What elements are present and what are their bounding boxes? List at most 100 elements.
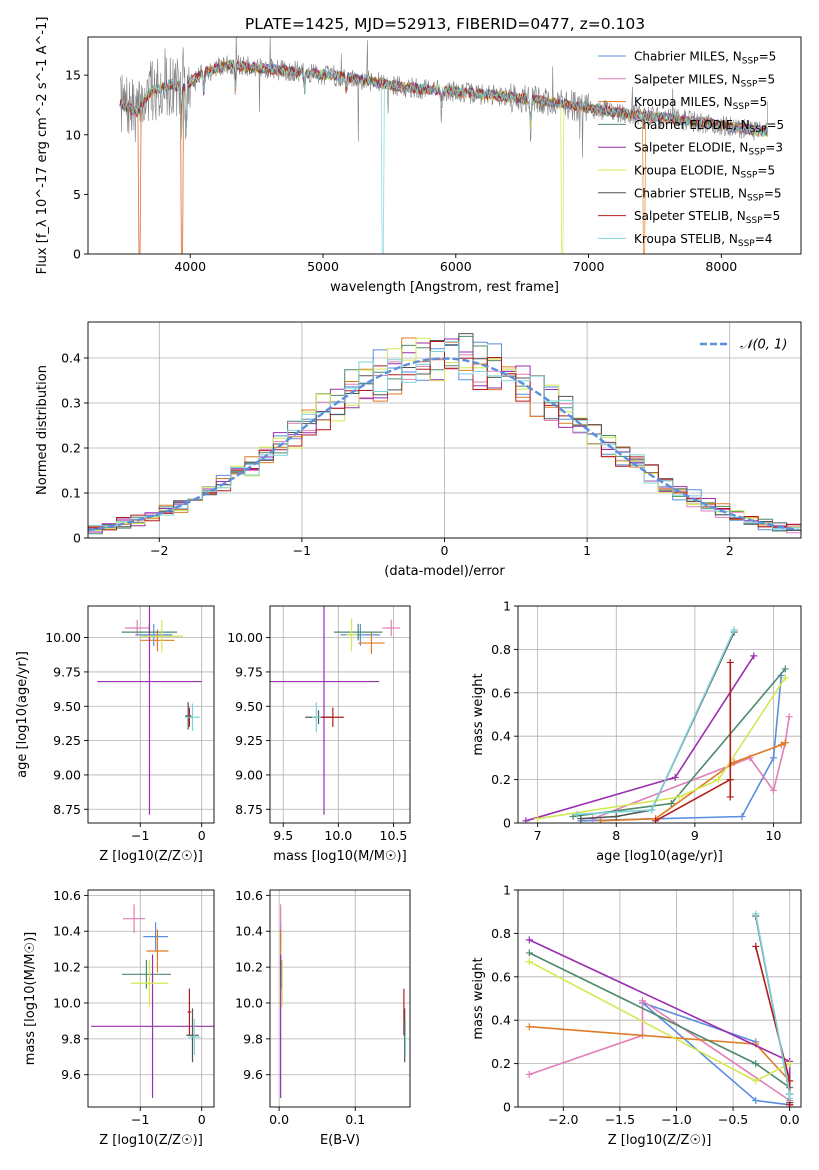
x-tick-label: 0 <box>198 828 206 843</box>
point-marker <box>752 910 760 918</box>
spectrum-axes: 4000 5000 6000 7000 8000 0 5 10 15 wavelength [An… <box>35 17 802 295</box>
y-tick-label: 0.2 <box>491 772 511 787</box>
mass_vs_Z-frame <box>87 889 215 1108</box>
age_vs_Z-ticks: −1 0 8.75 9.00 9.25 9.50 9.75 10.00 <box>45 630 206 843</box>
x-tick-label: 10.0 <box>324 828 352 843</box>
spectrum-legend: Chabrier MILES, NSSP=5 Salpeter MILES, NS… <box>598 50 784 249</box>
legend-label-salpeter_miles: Salpeter MILES, NSSP=5 <box>634 72 775 89</box>
point-marker <box>786 1060 794 1068</box>
point-marker <box>525 949 533 957</box>
y-tick-label: 10.4 <box>235 924 263 939</box>
mass_vs_Z-plot-area <box>91 904 214 1099</box>
x-tick-label: 7000 <box>573 259 605 274</box>
point-marker <box>714 776 722 784</box>
point-marker <box>726 658 734 666</box>
point-marker <box>752 1096 760 1104</box>
y-tick-label: 0 <box>503 1100 511 1115</box>
y-tick-label: 9.8 <box>243 1031 263 1046</box>
point-marker <box>639 997 647 1005</box>
series-kroupa_miles <box>525 1023 794 1107</box>
mass_vs_ebv-plot-area <box>280 904 407 1099</box>
series-kroupa_stelib <box>573 626 738 818</box>
legend-label-chabrier_miles: Chabrier MILES, NSSP=5 <box>634 50 776 67</box>
legend-label-kroupa_stelib: Kroupa STELIB, NSSP=4 <box>634 232 772 249</box>
point-marker <box>750 652 758 660</box>
spectrum-frame <box>87 36 802 255</box>
point-marker <box>525 958 533 966</box>
figure-title: PLATE=1425, MJD=52913, FIBERID=0477, z=0… <box>245 15 645 33</box>
age_vs_Z-grid <box>88 606 214 823</box>
mass_weight_vs_age-ticks: 7 8 9 10 0 0.2 0.4 0.6 0.8 1 <box>491 599 781 844</box>
series-kroupa_stelib <box>752 910 794 1102</box>
errorbar-salpeter_elodie <box>270 606 380 815</box>
errorbar-kroupa_elodie <box>140 619 184 653</box>
residuals-ylabel: Normed distribution <box>35 365 50 495</box>
errorbar-chabrier_elodie <box>333 623 383 641</box>
x-tick-label: 9 <box>691 828 699 843</box>
y-tick-label: 15 <box>65 68 81 83</box>
errorbar-chabrier_elodie <box>121 959 171 989</box>
y-tick-label: 1 <box>503 599 511 614</box>
y-tick-label: 9.6 <box>243 1067 263 1082</box>
y-tick-label: 10.0 <box>53 995 81 1010</box>
mass_vs_ebv-axes: 0.0 0.1 9.6 9.8 10.0 10.2 10.4 10.6 E(B-V) <box>235 888 411 1148</box>
age_vs_mass-frame <box>269 605 411 824</box>
legend-label-chabrier_elodie: Chabrier ELODIE, NSSP=5 <box>634 118 784 135</box>
y-tick-label: 10.00 <box>45 630 81 645</box>
y-tick-label: 8.75 <box>53 802 81 817</box>
mass_weight_vs_age-axes: 7 8 9 10 0 0.2 0.4 0.6 0.8 1 age [log10(age/yr)] ma… <box>471 599 802 864</box>
x-tick-label: −2.0 <box>548 1112 578 1127</box>
mass_vs_ebv-frame <box>269 889 411 1108</box>
point-marker <box>781 739 789 747</box>
y-tick-label: 8.75 <box>235 802 263 817</box>
x-tick-label: 9.5 <box>273 828 293 843</box>
mass_weight_vs_age-ylabel: mass weight <box>471 673 486 755</box>
mass_vs_Z-grid <box>88 890 214 1107</box>
residuals-xlabel: (data-model)/error <box>384 564 505 579</box>
errorbar-chabrier_stelib <box>185 702 192 730</box>
residuals-axes: −2 −1 0 1 2 0 0.1 0.2 0.3 0.4 (data-model)/error No… <box>35 321 802 579</box>
errorbar-salpeter_elodie <box>97 606 202 815</box>
y-tick-label: 9.6 <box>61 1067 81 1082</box>
point-marker <box>671 773 679 781</box>
age_vs_mass-xlabel: mass [log10(M/M☉)] <box>273 849 406 864</box>
point-marker <box>730 626 738 634</box>
point-marker <box>738 812 746 820</box>
errorbar-kroupa_stelib <box>188 1019 201 1055</box>
point-marker <box>648 806 656 814</box>
y-tick-label: 10.00 <box>227 630 263 645</box>
y-tick-label: 10.6 <box>53 888 81 903</box>
x-tick-label: −1 <box>293 543 311 558</box>
errorbar-salpeter_stelib <box>321 707 344 727</box>
mass_weight_vs_age-plot-area <box>522 626 793 823</box>
errorbar-kroupa_stelib <box>185 703 200 731</box>
age_vs_Z-xlabel: Z [log10(Z/Z☉)] <box>99 849 203 864</box>
mass_vs_Z-ylabel: mass [log10(M/M☉)] <box>23 932 38 1065</box>
series-salpeter_elodie <box>522 652 758 823</box>
y-tick-label: 9.75 <box>235 664 263 679</box>
y-tick-label: 9.00 <box>53 767 81 782</box>
x-tick-label: 7 <box>534 828 542 843</box>
errorbar-chabrier_miles <box>143 922 168 951</box>
spectrum-model-kroupa_stelib <box>119 59 769 254</box>
point-marker <box>667 799 675 807</box>
y-tick-label: 0.6 <box>491 685 511 700</box>
x-tick-label: 8000 <box>705 259 737 274</box>
mass_weight_vs_Z-ylabel: mass weight <box>471 957 486 1039</box>
mass_weight_vs_age-frame <box>517 605 802 824</box>
y-tick-label: 1 <box>503 883 511 898</box>
legend-label-chabrier_stelib: Chabrier STELIB, NSSP=5 <box>634 186 782 203</box>
mass_vs_Z-axes: −1 0 9.6 9.8 10.0 10.2 10.4 10.6 Z [log10(Z/Z☉)]… <box>23 888 215 1148</box>
y-tick-label: 0.4 <box>491 729 511 744</box>
point-marker <box>569 812 577 820</box>
point-marker <box>577 815 585 823</box>
mass_weight_vs_Z-ticks: −2.0 −1.5 −1.0 −0.5 0.0 0 0.2 0.4 0.6 0.8 1 <box>491 883 800 1128</box>
y-tick-label: 0.8 <box>491 642 511 657</box>
point-marker <box>525 1070 533 1078</box>
errorbar-kroupa_elodie <box>131 959 168 1007</box>
y-tick-label: 0.2 <box>61 441 81 456</box>
mass_vs_ebv-ticks: 0.0 0.1 9.6 9.8 10.0 10.2 10.4 10.6 <box>235 888 365 1127</box>
x-tick-label: 0.1 <box>345 1112 365 1127</box>
series-salpeter_miles <box>525 997 794 1104</box>
point-marker <box>726 776 734 784</box>
